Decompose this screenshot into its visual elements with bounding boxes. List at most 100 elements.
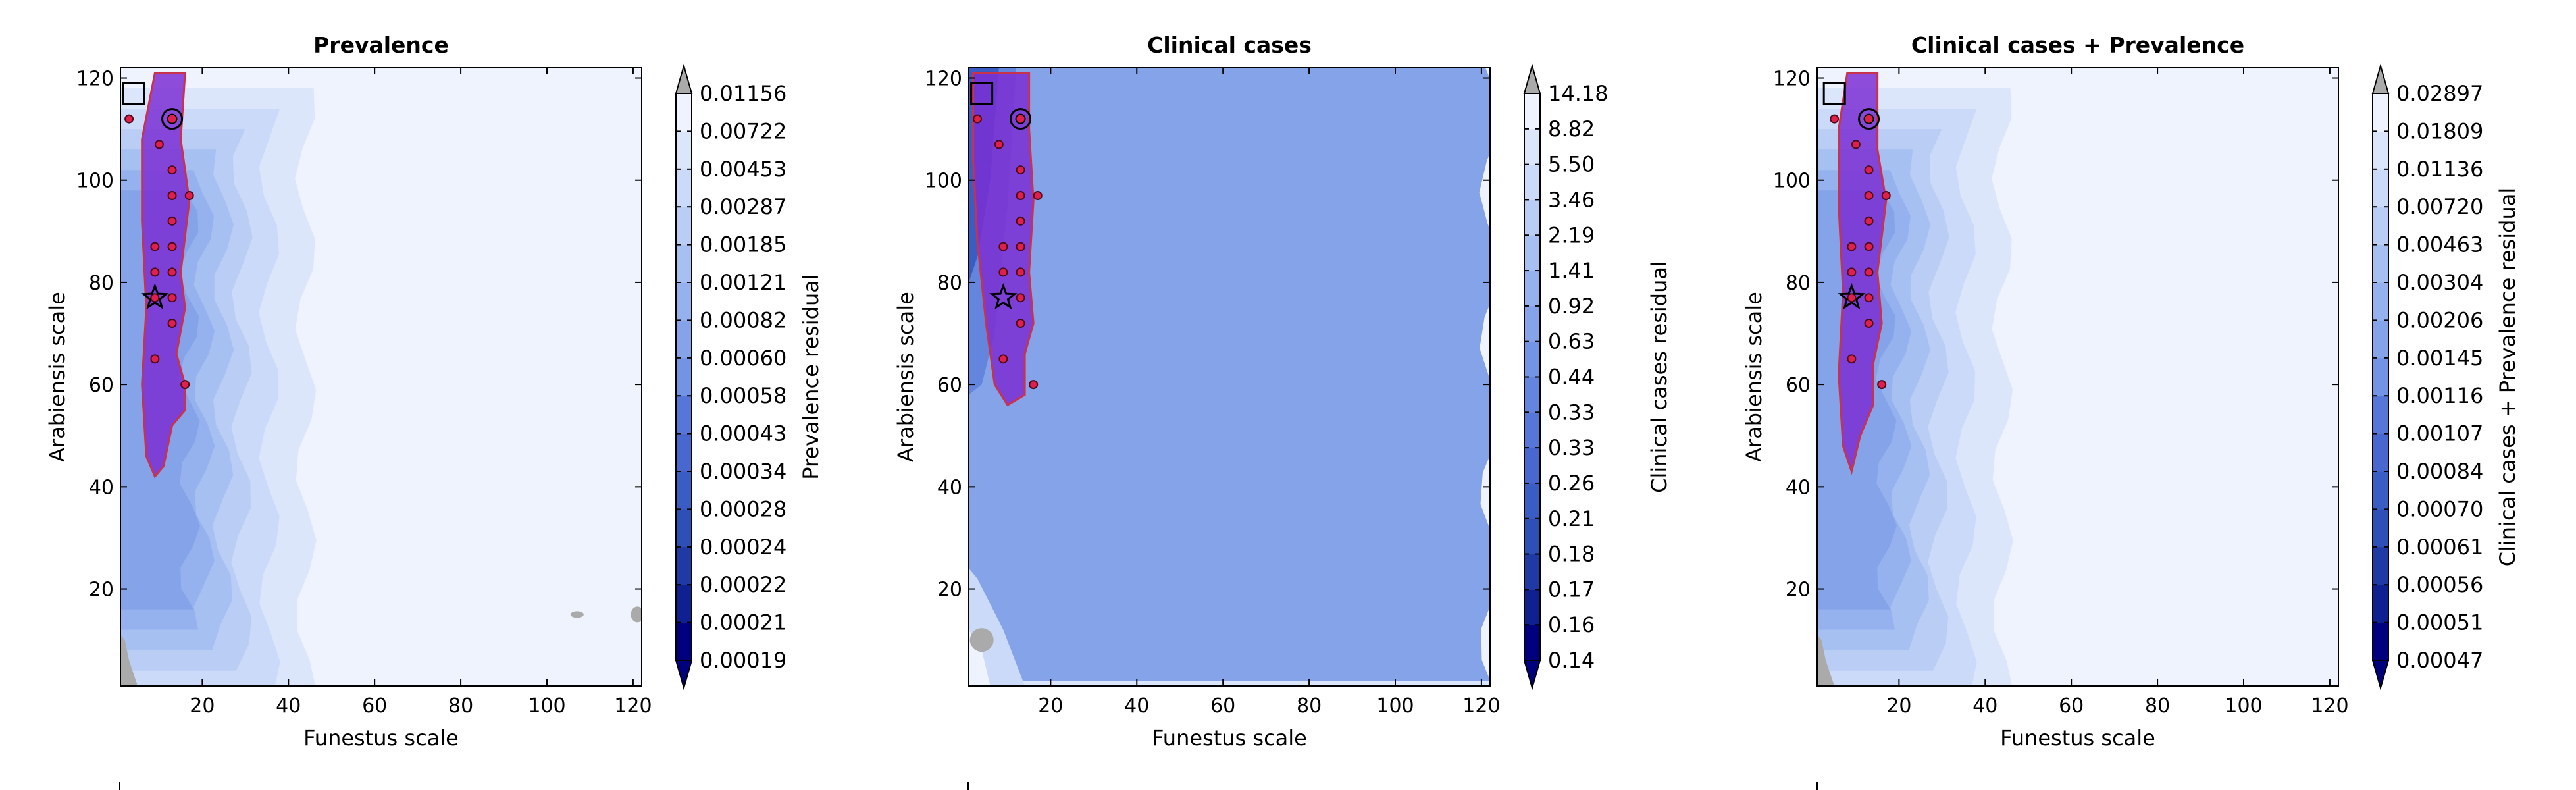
colorbar-segment	[676, 471, 692, 510]
axes-frame	[968, 67, 1491, 687]
x-tick-label: 120	[2311, 695, 2348, 718]
chart-title: Clinical cases	[1147, 32, 1312, 58]
colorbar-tick-label: 2.19	[1548, 223, 1595, 248]
y-tick-label: 100	[1773, 170, 1811, 193]
x-tick-label: 20	[190, 695, 215, 718]
colorbar-extend-max	[1523, 63, 1541, 94]
colorbar-segment	[676, 546, 692, 585]
colorbar-tick-label: 0.00022	[700, 572, 786, 597]
colorbar-segment	[676, 169, 692, 207]
data-point	[1847, 354, 1857, 364]
colorbar-tick-label: 0.00287	[700, 194, 786, 219]
colorbar-segment	[676, 282, 692, 321]
y-axis-label: Arabiensis scale	[893, 292, 918, 462]
y-tick-label: 20	[1786, 579, 1811, 602]
data-point	[1881, 191, 1891, 201]
over-range-patch	[631, 606, 642, 623]
y-tick-label: 60	[937, 374, 962, 397]
circle-marker	[1858, 108, 1880, 130]
circle-marker	[161, 108, 184, 130]
data-point	[1830, 114, 1840, 124]
legend-stubs	[119, 782, 1818, 790]
data-point	[150, 293, 160, 303]
colorbar-segment	[676, 396, 692, 434]
data-point	[184, 191, 194, 201]
colorbar-segment	[2373, 207, 2388, 246]
x-tick-label: 20	[1886, 695, 1911, 718]
x-tick-label: 80	[1297, 695, 1322, 718]
data-point	[124, 114, 134, 124]
data-point	[1016, 216, 1025, 226]
colorbar-frame	[2372, 93, 2389, 661]
over-range-patch	[120, 635, 138, 686]
colorbar-label: Clinical cases residual	[1647, 261, 1672, 493]
y-tick-label: 20	[937, 579, 962, 602]
colorbar-segment	[676, 622, 692, 661]
colorbar-segment	[2373, 509, 2388, 548]
colorbar-segment	[1524, 271, 1540, 307]
colorbar-segment	[1524, 554, 1540, 590]
y-tick-label: 120	[1773, 68, 1811, 91]
colorbar-tick-label: 0.00116	[2396, 383, 2483, 408]
y-tick-label: 60	[89, 374, 114, 397]
y-tick-label: 80	[89, 272, 114, 295]
over-range-patch	[969, 628, 994, 652]
colorbar-extend-min	[1523, 660, 1541, 691]
y-axis-label: Arabiensis scale	[45, 292, 70, 462]
contour-field	[120, 68, 642, 686]
contour-band	[969, 681, 1490, 686]
colorbar-segment	[676, 131, 692, 170]
colorbar-tick-label: 0.01136	[2396, 157, 2483, 182]
colorbar-segment	[1524, 341, 1540, 377]
colorbar-tick-label: 0.00070	[2396, 496, 2483, 521]
x-tick-label: 20	[1038, 695, 1063, 718]
x-tick-label: 80	[2145, 695, 2170, 718]
colorbar-tick-label: 0.00061	[2396, 535, 2483, 560]
colorbar-segment	[2373, 546, 2388, 585]
data-point	[180, 380, 190, 390]
colorbar-segment	[2373, 622, 2388, 661]
colorbar-segment	[2373, 282, 2388, 321]
y-tick-label: 40	[89, 476, 114, 499]
colorbar-tick-label: 5.50	[1548, 152, 1595, 177]
y-tick-label: 80	[937, 272, 962, 295]
data-point	[1847, 242, 1857, 251]
colorbar-segment	[1524, 589, 1540, 625]
square-marker	[1822, 82, 1846, 105]
data-point	[1851, 140, 1861, 149]
colorbar-segment	[2373, 433, 2388, 472]
colorbar-tick-label: 0.00056	[2396, 572, 2483, 597]
colorbar-segment	[1524, 625, 1540, 661]
x-axis-label: Funestus scale	[1152, 725, 1307, 750]
data-point	[1016, 293, 1025, 303]
circle-marker	[1010, 108, 1032, 130]
colorbar-label: Prevalence residual	[798, 274, 823, 480]
x-axis-label: Funestus scale	[2000, 725, 2155, 750]
data-point	[1864, 165, 1874, 175]
colorbar-tick-label: 0.00121	[700, 270, 786, 295]
colorbar-extend-max	[2371, 63, 2390, 94]
circle-marker-center	[167, 113, 178, 124]
colorbar-tick-label: 0.33	[1548, 435, 1595, 460]
colorbar-tick-label: 0.92	[1548, 294, 1595, 319]
colorbar-tick-label: 0.00034	[700, 459, 786, 484]
colorbar-segment	[2373, 244, 2388, 283]
colorbar-tick-label: 0.01809	[2396, 118, 2483, 144]
data-point	[1016, 191, 1025, 201]
colorbar-segment	[676, 357, 692, 396]
data-point	[150, 267, 160, 277]
y-tick-label: 100	[76, 170, 114, 193]
over-range-patch	[570, 611, 584, 618]
data-point	[167, 242, 177, 251]
data-point	[1029, 380, 1039, 390]
star-marker	[141, 282, 169, 310]
colorbar-segment	[676, 433, 692, 472]
colorbar-segment	[676, 320, 692, 359]
colorbar: 0.00019 0.00021 0.00022 0.00024 0.00028 0.000…	[675, 63, 823, 691]
colorbar-segment	[2373, 585, 2388, 623]
x-tick-label: 80	[448, 695, 473, 718]
colorbar-tick-label: 0.00206	[2396, 307, 2483, 332]
colorbar-tick-label: 0.26	[1548, 471, 1595, 496]
x-tick-label: 100	[1376, 695, 1414, 718]
best-fit-region	[1838, 72, 1888, 475]
